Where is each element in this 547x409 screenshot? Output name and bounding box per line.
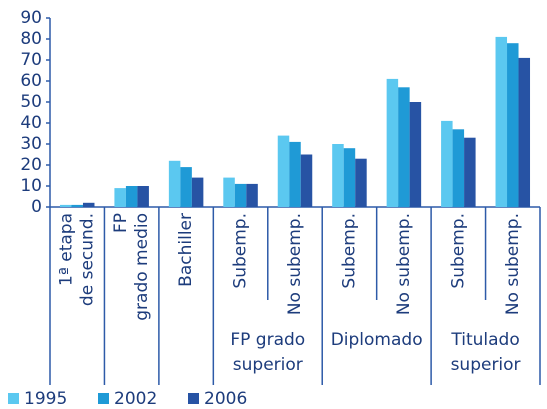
bar [125, 186, 138, 207]
y-tick-label: 20 [20, 155, 42, 175]
bar [464, 137, 476, 207]
bar [300, 154, 313, 207]
x-tick-label: Subemp. [448, 213, 468, 289]
x-tick-label: FP [111, 213, 131, 233]
bar [386, 78, 399, 208]
bar [82, 202, 95, 207]
bar [398, 87, 410, 207]
bar [191, 177, 204, 207]
y-tick-label: 70 [20, 50, 42, 70]
x-tick-label: Bachiller [176, 213, 196, 287]
bar [180, 167, 192, 207]
bar [137, 186, 149, 207]
x-tick-label: 1ª etapa [57, 213, 77, 286]
y-tick-label: 0 [31, 197, 42, 217]
legend-label: 2006 [204, 389, 247, 409]
legend-swatch [8, 393, 19, 404]
bar [59, 204, 72, 207]
group-label: Diplomado [331, 330, 423, 350]
bar [518, 57, 531, 208]
bar [507, 43, 519, 208]
bar [277, 135, 290, 207]
group-label: superior [233, 355, 303, 375]
legend-swatch [98, 393, 109, 404]
bar [355, 158, 367, 207]
x-tick-label: grado medio [132, 213, 152, 321]
y-tick-label: 60 [20, 71, 42, 91]
x-tick-label: Subemp. [339, 213, 359, 289]
bar [246, 183, 258, 207]
bar [495, 36, 508, 208]
bar [168, 160, 181, 207]
bar [343, 148, 356, 207]
y-tick-label: 40 [20, 113, 42, 133]
bar [441, 120, 453, 207]
y-tick-label: 50 [20, 92, 42, 112]
y-tick-label: 10 [20, 176, 42, 196]
group-label: FP grado [230, 330, 305, 350]
bar [223, 177, 235, 207]
x-tick-label: Subemp. [231, 213, 251, 289]
x-tick-label: No subemp. [394, 213, 414, 315]
bar [234, 183, 247, 207]
legend-swatch [188, 393, 199, 404]
group-label: Titulado [450, 330, 519, 350]
y-tick-label: 90 [20, 8, 42, 28]
bar [332, 144, 344, 207]
bar [452, 129, 465, 207]
bar [114, 188, 126, 207]
x-tick-label: No subemp. [285, 213, 305, 315]
legend-label: 2002 [114, 389, 157, 409]
y-tick-label: 30 [20, 134, 42, 154]
x-tick-label: No subemp. [503, 213, 523, 315]
group-label: superior [451, 355, 521, 375]
bar [409, 102, 422, 207]
x-tick-label: de secund. [78, 213, 98, 306]
legend-label: 1995 [24, 389, 67, 409]
bar [71, 204, 83, 207]
y-tick-label: 80 [20, 29, 42, 49]
bar [289, 141, 301, 207]
